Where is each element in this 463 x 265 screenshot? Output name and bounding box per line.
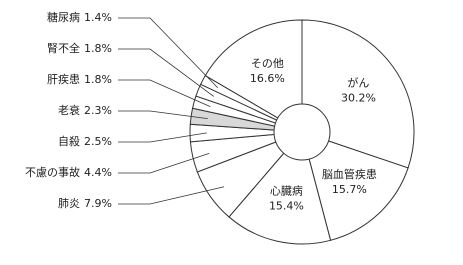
outside-label: 肝疾患	[47, 72, 80, 86]
slice-value: 30.2%	[341, 92, 376, 105]
slice-value: 15.4%	[269, 200, 304, 213]
center-hole	[274, 104, 330, 160]
page: がん 30.2% 脳血管疾患 15.7% 心臓病 15.4% その他 16.6% 糖尿病 1.4%…	[0, 0, 463, 265]
chart: がん 30.2% 脳血管疾患 15.7% 心臓病 15.4% その他 16.6% 糖尿病 1.4%…	[0, 0, 463, 265]
outside-value: 2.3%	[84, 104, 112, 117]
outside-label: 老衰	[58, 103, 80, 117]
slice-label: その他	[251, 57, 284, 70]
leader-line	[118, 18, 218, 88]
slice-value: 15.7%	[332, 183, 367, 196]
slice-value: 16.6%	[250, 72, 285, 85]
outside-label: 肺炎	[58, 197, 80, 210]
outside-label: 自殺	[58, 134, 80, 148]
outside-value: 4.4%	[84, 166, 112, 179]
outside-value: 1.4%	[84, 11, 112, 24]
slice-label: 脳血管疾患	[322, 167, 377, 181]
outside-value: 1.8%	[84, 42, 112, 55]
slice-label: がん	[347, 76, 369, 90]
outside-value: 7.9%	[84, 197, 112, 210]
outside-value: 2.5%	[84, 135, 112, 148]
slice-label: 心臓病	[270, 184, 303, 198]
outside-label: 腎不全	[47, 41, 80, 55]
outside-label: 糖尿病	[47, 10, 80, 24]
outside-label: 不慮の事故	[25, 165, 80, 179]
outside-value: 1.8%	[84, 73, 112, 86]
